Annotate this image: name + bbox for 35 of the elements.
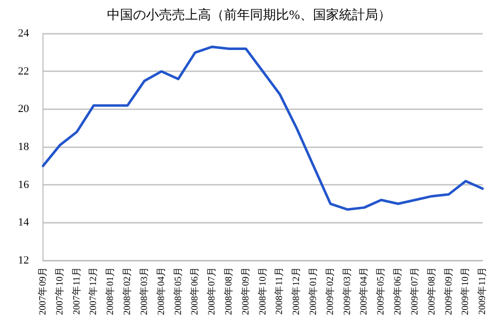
x-tick-label: 2008年10月: [256, 266, 268, 315]
x-tick-label: 2008年05月: [172, 266, 184, 315]
x-tick-label: 2008年06月: [188, 266, 201, 315]
x-tick-label: 2007年11月: [70, 266, 82, 315]
y-tick-label: 16: [18, 178, 30, 191]
x-tick-label: 2008年04月: [154, 266, 167, 315]
x-tick-label: 2009年11月: [476, 266, 488, 315]
x-tick-label: 2009年04月: [358, 266, 370, 315]
x-tick-label: 2008年03月: [138, 266, 150, 315]
x-tick-label: 2007年12月: [87, 266, 100, 315]
x-tick-label: 2009年03月: [340, 266, 353, 315]
x-tick-label: 2008年01月: [104, 266, 116, 315]
y-tick-label: 18: [18, 140, 30, 153]
y-tick-label: 12: [18, 254, 29, 266]
x-tick-label: 2009年08月: [425, 266, 438, 315]
x-tick-label: 2007年10月: [53, 266, 66, 315]
x-tick-label: 2008年09月: [239, 266, 252, 315]
x-tick-label: 2008年02月: [121, 266, 134, 315]
x-tick-label: 2009年09月: [442, 266, 454, 315]
x-tick-label: 2009年01月: [307, 266, 320, 315]
x-tick-label: 2009年05月: [374, 266, 387, 315]
x-tick-label: 2009年06月: [392, 266, 404, 315]
x-tick-label: 2009年02月: [324, 266, 336, 315]
x-tick-label: 2008年07月: [206, 266, 218, 315]
x-tick-label: 2009年07月: [408, 266, 420, 315]
x-tick-label: 2009年10月: [459, 266, 472, 315]
x-tick-label: 2008年11月: [273, 266, 286, 315]
chart-title: 中国の小売売上高（前年同期比%、国家統計局）: [107, 7, 391, 22]
x-tick-label: 2007年09月: [36, 266, 48, 315]
y-tick-label: 20: [18, 103, 30, 116]
y-tick-label: 14: [18, 216, 30, 229]
y-tick-label: 22: [18, 65, 29, 78]
x-tick-label: 2008年12月: [290, 266, 302, 315]
x-tick-label: 2008年08月: [222, 266, 234, 315]
y-tick-label: 24: [18, 27, 30, 40]
